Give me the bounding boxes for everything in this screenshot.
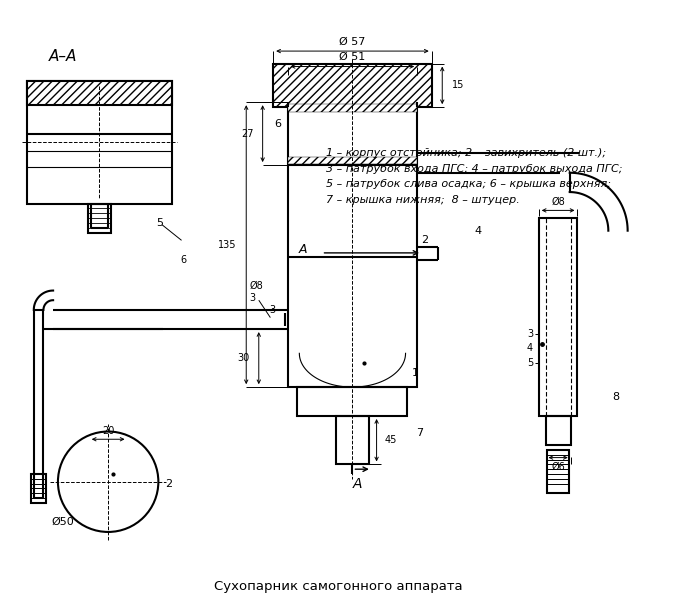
Bar <box>288 104 417 112</box>
Text: 5: 5 <box>156 218 163 228</box>
Bar <box>88 204 111 233</box>
Text: 6: 6 <box>180 255 186 264</box>
Text: Ø50: Ø50 <box>51 517 74 528</box>
Text: 20: 20 <box>102 425 115 436</box>
Text: 7: 7 <box>417 428 424 438</box>
Bar <box>273 64 432 107</box>
Bar <box>27 81 172 204</box>
Text: 8: 8 <box>613 392 620 401</box>
Bar <box>288 157 417 164</box>
Text: 3: 3 <box>269 305 275 315</box>
Text: 2: 2 <box>166 479 172 488</box>
Bar <box>27 81 172 105</box>
Text: 7 – крышка нижняя;  8 – штуцер.: 7 – крышка нижняя; 8 – штуцер. <box>326 195 520 205</box>
Bar <box>336 416 369 465</box>
Text: Ø8: Ø8 <box>249 281 263 291</box>
Bar <box>297 387 408 416</box>
Text: А: А <box>299 244 307 256</box>
Bar <box>546 416 571 445</box>
Bar <box>273 64 432 107</box>
Text: 1 – корпус отстойника; 2 – завихритель (2 шт.);: 1 – корпус отстойника; 2 – завихритель (… <box>326 149 607 159</box>
Text: 3: 3 <box>527 329 533 339</box>
Text: 1: 1 <box>412 368 419 378</box>
Text: 6: 6 <box>275 119 282 130</box>
Text: 135: 135 <box>218 240 237 250</box>
Text: 3: 3 <box>249 293 255 304</box>
Text: 4: 4 <box>475 226 482 236</box>
Bar <box>27 81 172 105</box>
Text: 27: 27 <box>241 129 254 139</box>
Text: 15: 15 <box>452 80 464 91</box>
Text: Сухопарник самогонного аппарата: Сухопарник самогонного аппарата <box>214 581 462 594</box>
Text: 45: 45 <box>384 435 397 445</box>
Bar <box>539 218 578 416</box>
Text: 5: 5 <box>526 358 533 368</box>
Text: Ø8: Ø8 <box>551 196 565 207</box>
Text: Ø6: Ø6 <box>551 462 565 472</box>
Text: А: А <box>353 477 362 491</box>
Text: 30: 30 <box>237 353 249 363</box>
Text: 3 – патрубок входа ПГС; 4 – патрубок выхода ПГС;: 3 – патрубок входа ПГС; 4 – патрубок вых… <box>326 164 623 174</box>
Text: А–А: А–А <box>48 50 77 64</box>
Text: 5 – патрубок слива осадка; 6 – крышка верхняя;: 5 – патрубок слива осадка; 6 – крышка ве… <box>326 179 611 189</box>
Text: Ø 57: Ø 57 <box>339 37 366 47</box>
Bar <box>288 102 417 387</box>
Text: Ø 51: Ø 51 <box>339 52 366 62</box>
Bar <box>31 474 46 503</box>
Bar <box>547 450 569 493</box>
Text: 4: 4 <box>527 343 533 354</box>
Text: 2: 2 <box>422 236 428 245</box>
